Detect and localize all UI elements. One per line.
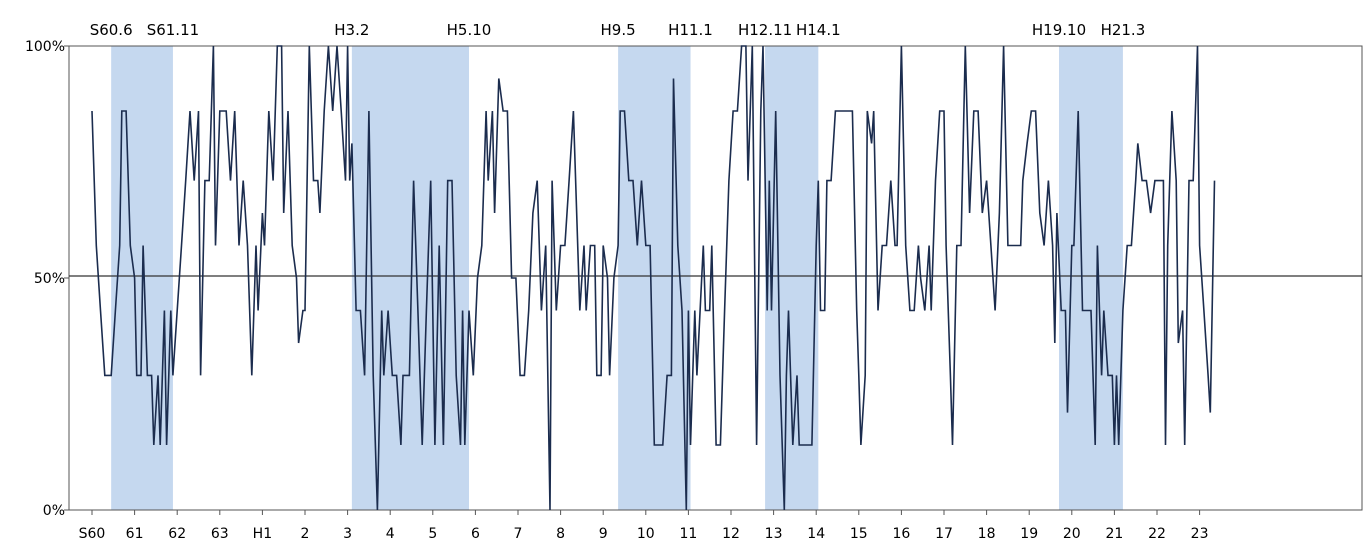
period-end-label: H21.3 bbox=[1101, 21, 1146, 39]
x-tick-label: 12 bbox=[722, 526, 740, 542]
x-tick-label: 9 bbox=[599, 526, 608, 542]
x-tick-label: 20 bbox=[1063, 526, 1081, 542]
y-axis: 0% 50% 100% bbox=[25, 39, 69, 519]
x-tick-label: 16 bbox=[892, 526, 910, 542]
period-start-label: H12.11 bbox=[738, 21, 792, 39]
shaded-periods bbox=[111, 46, 1123, 510]
period-end-label: H5.10 bbox=[447, 21, 492, 39]
x-tick-label: 17 bbox=[935, 526, 953, 542]
x-tick-label: S60 bbox=[79, 526, 106, 542]
series-line-1 bbox=[91, 45, 1216, 511]
x-tick-label: 5 bbox=[428, 526, 437, 542]
series-line-group bbox=[91, 45, 1216, 511]
x-axis: S60 61 62 63 H1 2 3 4 5 6 7 8 9 10 11 12 13 14 15 16 17 18 19 2… bbox=[79, 510, 1209, 542]
period-start-label: H9.5 bbox=[601, 21, 636, 39]
x-tick-label: 15 bbox=[850, 526, 868, 542]
x-tick-label: 3 bbox=[343, 526, 352, 542]
x-tick-label: 61 bbox=[126, 526, 144, 542]
x-tick-label: 13 bbox=[765, 526, 783, 542]
y-tick-label: 0% bbox=[43, 503, 65, 519]
x-tick-label: 19 bbox=[1020, 526, 1038, 542]
y-tick-label: 100% bbox=[25, 39, 65, 55]
x-tick-label: H1 bbox=[253, 526, 272, 542]
x-tick-label: 22 bbox=[1148, 526, 1166, 542]
x-tick-label: 11 bbox=[679, 526, 697, 542]
period-end-label: H11.1 bbox=[668, 21, 713, 39]
period-end-label: S61.11 bbox=[147, 21, 199, 39]
x-tick-label: 6 bbox=[471, 526, 480, 542]
period-start-label: H19.10 bbox=[1032, 21, 1086, 39]
period-start-label: S60.6 bbox=[90, 21, 133, 39]
x-tick-label: 63 bbox=[211, 526, 229, 542]
x-tick-label: 62 bbox=[168, 526, 186, 542]
x-tick-label: 8 bbox=[556, 526, 565, 542]
x-tick-label: 4 bbox=[386, 526, 395, 542]
x-tick-label: 2 bbox=[301, 526, 310, 542]
x-tick-label: 18 bbox=[978, 526, 996, 542]
x-tick-label: 14 bbox=[807, 526, 825, 542]
x-tick-label: 23 bbox=[1191, 526, 1209, 542]
x-tick-label: 10 bbox=[637, 526, 655, 542]
y-tick-label: 50% bbox=[34, 271, 65, 287]
period-end-label: H14.1 bbox=[796, 21, 841, 39]
x-tick-label: 21 bbox=[1105, 526, 1123, 542]
shaded-period-4 bbox=[765, 46, 819, 510]
period-labels: S60.6 S61.11 H3.2 H5.10 H9.5 H11.1 H12.11 H14.1… bbox=[90, 21, 1146, 39]
period-start-label: H3.2 bbox=[334, 21, 369, 39]
shaded-period-5 bbox=[1059, 46, 1123, 510]
x-tick-label: 7 bbox=[514, 526, 523, 542]
